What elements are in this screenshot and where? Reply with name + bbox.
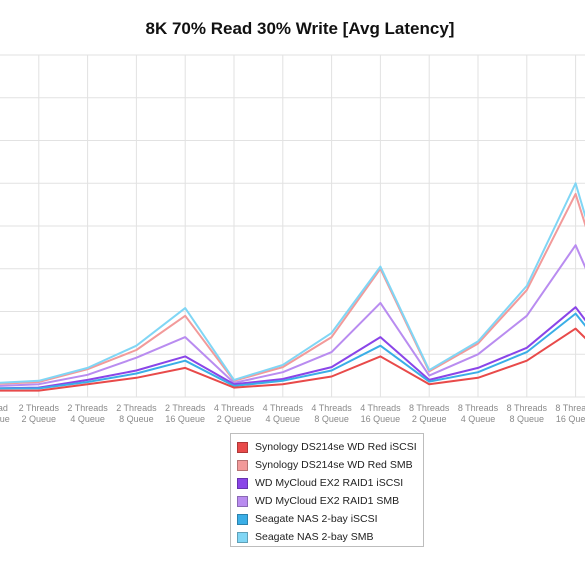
x-tick-label: 4 Threads 4 Queue: [263, 403, 304, 424]
chart-title: 8K 70% Read 30% Write [Avg Latency]: [145, 19, 455, 38]
x-tick-label: 2 Threads 4 Queue: [67, 403, 108, 424]
legend-item: Seagate NAS 2-bay iSCSI: [231, 510, 423, 528]
x-tick-label: 4 Threads 2 Queue: [214, 403, 255, 424]
legend-label: WD MyCloud EX2 RAID1 iSCSI: [255, 477, 404, 489]
x-tick-label: 4 Threads 16 Queue: [360, 403, 401, 424]
series-line-4: [0, 312, 585, 390]
legend-item: Synology DS214se WD Red SMB: [231, 456, 423, 474]
series-line-5: [0, 182, 585, 384]
x-tick-label: 2 Threads 8 Queue: [116, 403, 157, 424]
legend-label: Synology DS214se WD Red SMB: [255, 459, 413, 471]
legend-swatch: [237, 495, 248, 507]
legend-label: Synology DS214se WD Red iSCSI: [255, 441, 417, 453]
x-tick-label: 2 Threads 16 Queue: [165, 403, 206, 424]
legend-swatch: [237, 513, 248, 525]
legend-item: WD MyCloud EX2 RAID1 iSCSI: [231, 474, 423, 492]
x-tick-label: 4 Threads 8 Queue: [311, 403, 352, 424]
series-line-2: [0, 306, 585, 390]
series-line-0: [0, 327, 585, 392]
legend-swatch: [237, 441, 248, 453]
grid-lines: [0, 54, 585, 398]
x-tick-label: 8 Threads 4 Queue: [458, 403, 499, 424]
legend-item: WD MyCloud EX2 RAID1 SMB: [231, 492, 423, 510]
series-line-3: [0, 244, 585, 387]
legend-swatch: [237, 459, 248, 471]
x-tick-label: 2 Threads 2 Queue: [19, 403, 60, 424]
legend-item: Synology DS214se WD Red iSCSI: [231, 438, 423, 456]
x-tick-label: 1 Thread16 Queue: [0, 403, 10, 424]
legend-swatch: [237, 477, 248, 489]
legend-label: Seagate NAS 2-bay iSCSI: [255, 513, 378, 525]
legend-item: Seagate NAS 2-bay SMB: [231, 528, 423, 546]
legend-label: WD MyCloud EX2 RAID1 SMB: [255, 495, 400, 507]
series-line-1: [0, 192, 585, 385]
x-tick-label: 8 Threads 2 Queue: [409, 403, 450, 424]
x-tick-label: 8 Threads 8 Queue: [507, 403, 548, 424]
legend-swatch: [237, 531, 248, 543]
series-layer: [0, 182, 585, 392]
legend-label: Seagate NAS 2-bay SMB: [255, 531, 374, 543]
legend: Synology DS214se WD Red iSCSI Synology DS…: [230, 433, 424, 547]
